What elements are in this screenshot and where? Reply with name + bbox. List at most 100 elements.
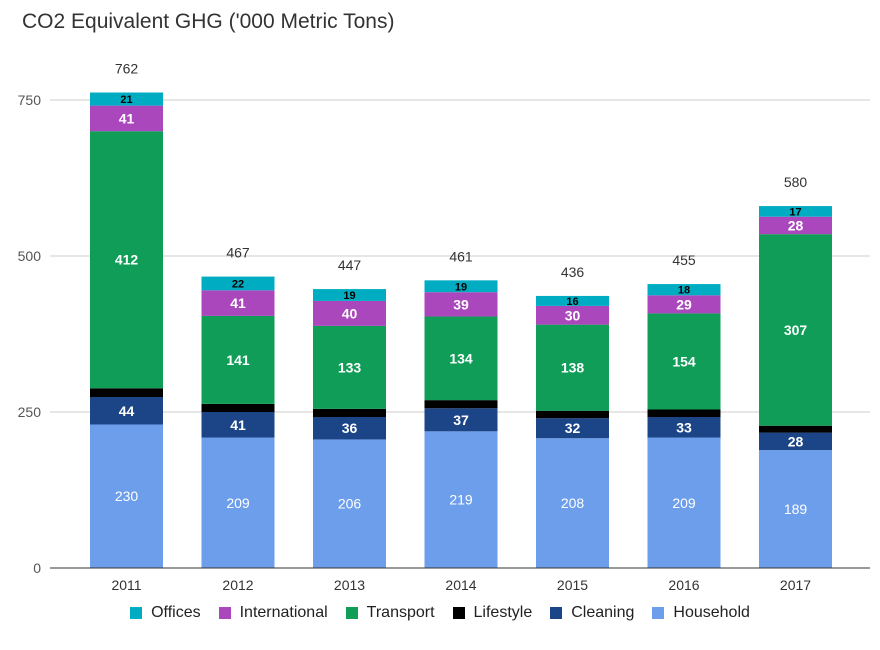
bar-segment-household [90, 424, 163, 568]
legend-swatch [550, 607, 563, 619]
legend-label: Household [673, 604, 750, 621]
bar-segment-lifestyle [759, 425, 832, 433]
bar-segment-cleaning [536, 418, 609, 439]
bar-segment-international [759, 216, 832, 235]
bar-segment-transport [201, 315, 275, 404]
x-tick-label: 2012 [222, 577, 253, 593]
bar-segment-transport [313, 325, 386, 409]
bar-segment-cleaning [313, 416, 386, 440]
data-label: 208 [561, 495, 585, 511]
stacked-bar-chart: 0250500750230441441241217622011209411314… [18, 61, 870, 593]
data-label: 28 [788, 217, 804, 233]
legend-item-lifestyle: Lifestyle [452, 604, 532, 622]
bar-segment-household [313, 439, 386, 568]
data-label: 32 [565, 420, 581, 436]
y-tick-label: 500 [18, 248, 42, 264]
bar-segment-transport [90, 131, 163, 389]
legend: Offices International Transport Lifestyle Cl… [0, 604, 880, 622]
x-tick-label: 2014 [445, 577, 476, 593]
data-label: 18 [678, 285, 690, 297]
total-label: 461 [449, 248, 473, 264]
data-label: 16 [566, 296, 578, 308]
data-label: 307 [784, 322, 808, 338]
data-label: 39 [453, 296, 469, 312]
data-label: 41 [119, 110, 135, 126]
bar-segment-lifestyle [424, 400, 498, 409]
data-label: 37 [453, 412, 469, 428]
bar-segment-offices [313, 289, 386, 301]
legend-label: International [239, 604, 328, 621]
bar-segment-cleaning [90, 397, 163, 425]
bar-segment-cleaning [201, 412, 275, 438]
x-tick-label: 2016 [668, 577, 699, 593]
bar-segment-offices [536, 295, 609, 306]
data-label: 154 [672, 353, 696, 369]
total-label: 447 [338, 257, 362, 273]
bar-segment-offices [759, 206, 832, 217]
data-label: 209 [672, 495, 696, 511]
total-label: 436 [561, 264, 585, 280]
data-label: 17 [789, 206, 801, 218]
legend-swatch [218, 607, 231, 619]
data-label: 134 [449, 350, 473, 366]
total-label: 455 [672, 252, 696, 268]
bar-segment-household [536, 438, 609, 568]
bar-segment-international [536, 305, 609, 325]
data-label: 138 [561, 360, 585, 376]
legend-swatch [652, 607, 665, 619]
bar-segment-lifestyle [201, 403, 275, 412]
x-tick-label: 2011 [111, 577, 141, 593]
data-label: 209 [226, 495, 250, 511]
data-label: 40 [342, 305, 358, 321]
data-label: 21 [120, 94, 132, 106]
data-label: 22 [232, 278, 244, 290]
bar-segment-lifestyle [90, 388, 163, 398]
bar-segment-household [647, 437, 721, 568]
data-label: 30 [565, 307, 581, 323]
bar-segment-household [201, 437, 275, 568]
legend-swatch [345, 607, 358, 619]
bar-segment-offices [201, 276, 275, 291]
chart-title: CO2 Equivalent GHG ('000 Metric Tons) [22, 10, 395, 33]
data-label: 36 [342, 420, 358, 436]
legend-label: Cleaning [571, 604, 635, 621]
bar-segment-international [313, 300, 386, 326]
legend-item-transport: Transport [345, 604, 435, 622]
data-label: 189 [784, 501, 808, 517]
data-label: 44 [119, 403, 135, 419]
legend-swatch [130, 607, 143, 619]
data-label: 33 [676, 419, 692, 435]
legend-swatch [452, 607, 465, 619]
total-label: 467 [226, 245, 250, 261]
legend-label: Transport [366, 604, 435, 621]
x-tick-label: 2013 [334, 577, 365, 593]
data-label: 41 [230, 295, 246, 311]
y-tick-label: 0 [33, 560, 41, 576]
bar-segment-cleaning [424, 408, 498, 432]
bar-segment-international [647, 295, 721, 314]
data-label: 19 [455, 281, 467, 293]
bar-segment-cleaning [759, 432, 832, 451]
bar-segment-lifestyle [647, 409, 721, 417]
legend-item-cleaning: Cleaning [550, 604, 634, 622]
data-label: 41 [230, 417, 246, 433]
legend-item-international: International [218, 604, 328, 622]
bar-segment-lifestyle [536, 410, 609, 419]
legend-item-offices: Offices [130, 604, 201, 622]
y-tick-label: 250 [18, 404, 42, 420]
bar-segment-offices [424, 280, 498, 293]
bar-segment-transport [647, 313, 721, 410]
bar-segment-transport [759, 234, 832, 426]
bar-segment-international [90, 105, 163, 132]
legend-item-household: Household [652, 604, 750, 622]
x-tick-label: 2015 [557, 577, 588, 593]
bar-segment-international [424, 292, 498, 317]
data-label: 412 [115, 252, 139, 268]
data-label: 230 [115, 488, 139, 504]
x-tick-label: 2017 [780, 577, 811, 593]
total-label: 580 [784, 174, 808, 190]
bar-segment-cleaning [647, 416, 721, 438]
bar-segment-international [201, 290, 275, 316]
total-label: 762 [115, 61, 139, 77]
